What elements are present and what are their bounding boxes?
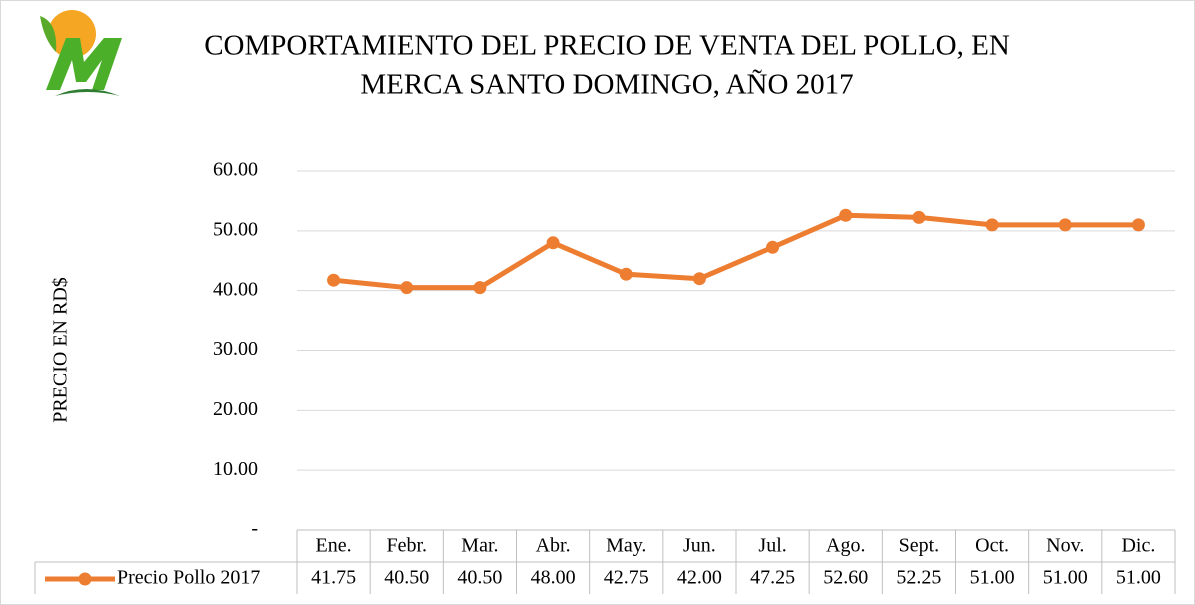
x-tick-label: May. [606, 535, 646, 557]
table-value: 52.25 [896, 567, 941, 589]
data-point [1058, 218, 1072, 232]
series-line [333, 212, 1139, 291]
y-tick-label: 40.00 [213, 278, 258, 300]
table-value: 51.00 [970, 567, 1015, 589]
table-value: 42.00 [677, 567, 722, 589]
table-value: 40.50 [457, 567, 502, 589]
x-tick-label: Ago. [826, 535, 865, 557]
table-value: 41.75 [311, 567, 356, 589]
y-tick-label: 20.00 [213, 398, 258, 420]
chart-title: COMPORTAMIENTO DEL PRECIO DE VENTA DEL P… [204, 30, 1010, 62]
x-tick-label: Jul. [758, 535, 786, 557]
x-tick-label: Abr. [536, 535, 571, 557]
x-tick-label: Oct. [975, 535, 1009, 557]
x-tick-label: Sept. [899, 535, 940, 557]
data-point [692, 272, 706, 286]
legend-label: Precio Pollo 2017 [117, 567, 260, 589]
table-value: 40.50 [384, 567, 429, 589]
y-tick-label: 10.00 [213, 458, 258, 480]
data-point [766, 240, 780, 254]
table-value: 51.00 [1116, 567, 1161, 589]
data-point [619, 267, 633, 281]
y-axis-label: PRECIO EN RD$ [50, 277, 72, 423]
data-point [985, 218, 999, 232]
logo [40, 10, 122, 96]
data-point [912, 210, 926, 224]
table-value: 47.25 [750, 567, 795, 589]
x-tick-label: Jun. [683, 535, 716, 557]
data-point [546, 236, 560, 250]
y-tick-label: 60.00 [213, 159, 258, 181]
x-tick-label: Nov. [1046, 535, 1084, 557]
y-tick-label: - [251, 518, 258, 540]
x-tick-label: Dic. [1121, 535, 1155, 557]
data-point [327, 273, 341, 287]
data-point [1131, 218, 1145, 232]
data-point [473, 281, 487, 295]
y-tick-label: 30.00 [213, 338, 258, 360]
data-point [839, 208, 853, 222]
legend-marker [78, 572, 92, 586]
y-tick-label: 50.00 [213, 218, 258, 240]
data-point [400, 281, 414, 295]
chart-title: MERCA SANTO DOMINGO, AÑO 2017 [360, 69, 853, 101]
x-tick-label: Febr. [386, 535, 427, 557]
x-tick-label: Ene. [316, 535, 352, 557]
table-value: 52.60 [823, 567, 868, 589]
x-tick-label: Mar. [461, 535, 498, 557]
table-value: 51.00 [1043, 567, 1088, 589]
table-value: 48.00 [531, 567, 576, 589]
table-value: 42.75 [604, 567, 649, 589]
